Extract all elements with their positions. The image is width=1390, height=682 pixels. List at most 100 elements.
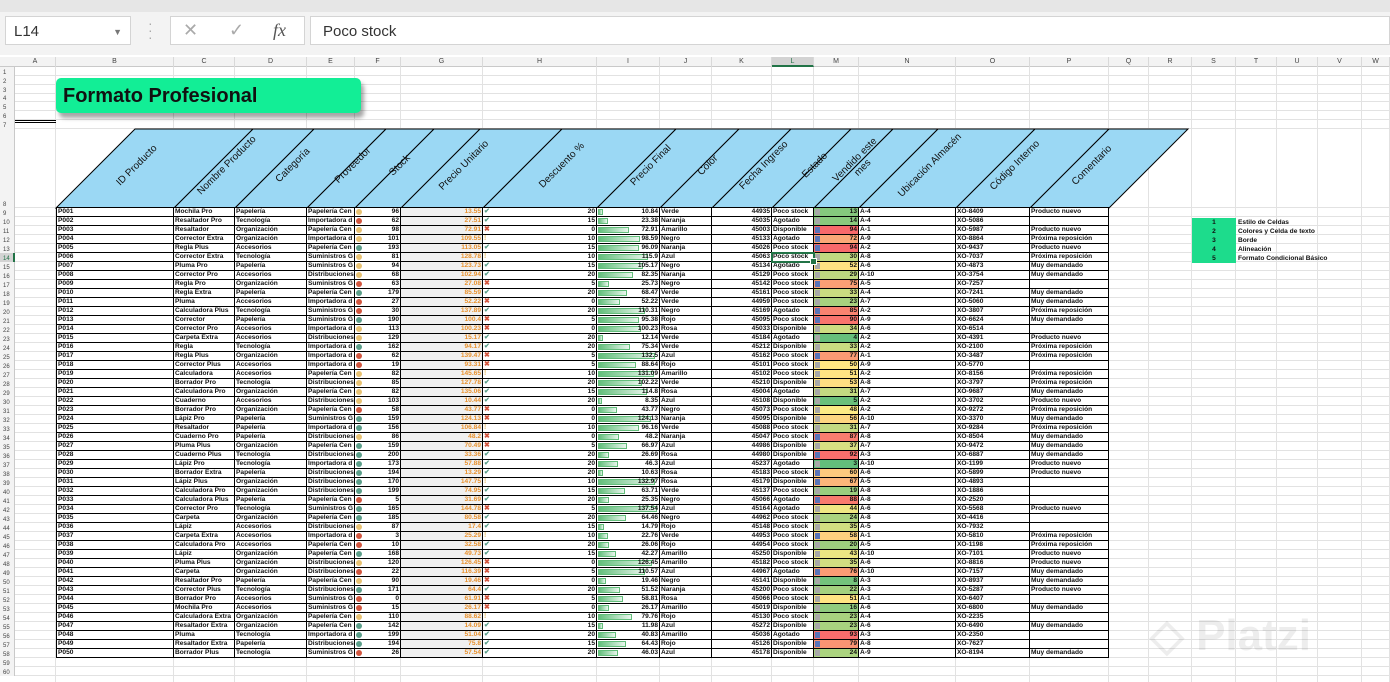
status-cell[interactable]: Agotado — [772, 217, 814, 226]
formula-input[interactable]: Poco stock — [310, 16, 1390, 45]
discount-cell[interactable]: ✖ 5 — [483, 352, 597, 361]
sold-this-month-cell[interactable]: 72 — [814, 235, 859, 244]
row-header-29[interactable]: 29 — [0, 388, 15, 397]
unit-price-cell[interactable]: 26.17 — [401, 604, 483, 613]
row-header-23[interactable]: 23 — [0, 334, 15, 343]
discount-cell[interactable]: ✖ 0 — [483, 415, 597, 424]
discount-cell[interactable]: ✖ 5 — [483, 505, 597, 514]
product-id-cell[interactable]: P034 — [56, 505, 174, 514]
sold-this-month-cell[interactable]: 92 — [814, 451, 859, 460]
unit-price-cell[interactable]: 109.55 — [401, 235, 483, 244]
discount-cell[interactable]: ✔ 15 — [483, 244, 597, 253]
comment-cell[interactable] — [1030, 514, 1109, 523]
product-id-cell[interactable]: P043 — [56, 586, 174, 595]
discount-cell[interactable]: ✔ 20 — [483, 207, 597, 217]
sold-this-month-cell[interactable]: 44 — [814, 505, 859, 514]
warehouse-location-cell[interactable]: A-6 — [859, 325, 956, 334]
comment-cell[interactable]: Próxima reposición — [1030, 343, 1109, 352]
row-header-39[interactable]: 39 — [0, 478, 15, 487]
column-header-B[interactable]: B — [56, 57, 174, 67]
sold-this-month-cell[interactable]: 75 — [814, 280, 859, 289]
stock-cell[interactable]: 96 — [355, 207, 401, 217]
comment-cell[interactable] — [1030, 217, 1109, 226]
name-box[interactable]: L14 ▼ — [5, 16, 131, 45]
status-cell[interactable]: Poco stock — [772, 541, 814, 550]
unit-price-cell[interactable]: 64.4 — [401, 586, 483, 595]
discount-cell[interactable]: ! 10 — [483, 532, 597, 541]
column-header-U[interactable]: U — [1277, 57, 1318, 67]
category-cell[interactable]: Tecnología — [235, 217, 307, 226]
unit-price-cell[interactable]: 128.78 — [401, 253, 483, 262]
product-id-cell[interactable]: P008 — [56, 271, 174, 280]
product-name-cell[interactable]: Mochila Pro — [174, 207, 235, 217]
supplier-cell[interactable]: Suministros G — [307, 415, 355, 424]
stock-cell[interactable]: 26 — [355, 649, 401, 658]
category-cell[interactable]: Organización — [235, 613, 307, 622]
internal-code-cell[interactable]: XO-4416 — [956, 514, 1030, 523]
comment-cell[interactable]: Próxima reposición — [1030, 352, 1109, 361]
stock-cell[interactable]: 62 — [355, 217, 401, 226]
product-name-cell[interactable]: Cuaderno Plus — [174, 451, 235, 460]
sold-this-month-cell[interactable]: 3 — [814, 460, 859, 469]
product-name-cell[interactable]: Corrector Extra — [174, 235, 235, 244]
internal-code-cell[interactable]: XO-9472 — [956, 442, 1030, 451]
internal-code-cell[interactable]: XO-3797 — [956, 379, 1030, 388]
final-price-cell[interactable]: 124.13 — [597, 415, 660, 424]
supplier-cell[interactable]: Distribuciones — [307, 379, 355, 388]
supplier-cell[interactable]: Suministros G — [307, 604, 355, 613]
comment-cell[interactable]: Muy demandado — [1030, 262, 1109, 271]
entry-date-cell[interactable]: 44980 — [712, 451, 772, 460]
internal-code-cell[interactable]: XO-2350 — [956, 631, 1030, 640]
comment-cell[interactable] — [1030, 487, 1109, 496]
entry-date-cell[interactable]: 45134 — [712, 262, 772, 271]
discount-cell[interactable]: ✔ 15 — [483, 622, 597, 631]
color-cell[interactable]: Azul — [660, 622, 712, 631]
internal-code-cell[interactable]: XO-6407 — [956, 595, 1030, 604]
entry-date-cell[interactable]: 45026 — [712, 244, 772, 253]
product-id-cell[interactable]: P050 — [56, 649, 174, 658]
color-cell[interactable]: Verde — [660, 298, 712, 307]
internal-code-cell[interactable]: XO-9272 — [956, 406, 1030, 415]
supplier-cell[interactable]: Papelería Cen — [307, 613, 355, 622]
product-name-cell[interactable]: Cuaderno Pro — [174, 433, 235, 442]
sold-this-month-cell[interactable]: 24 — [814, 514, 859, 523]
sold-this-month-cell[interactable]: 53 — [814, 379, 859, 388]
insert-function-icon[interactable]: fx — [273, 20, 286, 40]
selected-cell-L14[interactable] — [771, 252, 817, 265]
category-cell[interactable]: Tecnología — [235, 586, 307, 595]
internal-code-cell[interactable]: XO-8816 — [956, 559, 1030, 568]
status-cell[interactable]: Agotado — [772, 307, 814, 316]
product-name-cell[interactable]: Corrector Plus — [174, 361, 235, 370]
color-cell[interactable]: Rosa — [660, 595, 712, 604]
product-name-cell[interactable]: Corrector Extra — [174, 253, 235, 262]
stock-cell[interactable]: 194 — [355, 469, 401, 478]
status-cell[interactable]: Disponible — [772, 343, 814, 352]
unit-price-cell[interactable]: 57.54 — [401, 649, 483, 658]
supplier-cell[interactable]: Importadora d — [307, 352, 355, 361]
column-header-N[interactable]: N — [859, 57, 956, 67]
color-cell[interactable]: Rosa — [660, 478, 712, 487]
color-cell[interactable]: Azul — [660, 505, 712, 514]
supplier-cell[interactable]: Distribuciones — [307, 271, 355, 280]
comment-cell[interactable]: Producto nuevo — [1030, 505, 1109, 514]
final-price-cell[interactable]: 64.46 — [597, 514, 660, 523]
supplier-cell[interactable]: Suministros G — [307, 595, 355, 604]
comment-cell[interactable]: Próxima reposición — [1030, 532, 1109, 541]
discount-cell[interactable]: ✔ 20 — [483, 379, 597, 388]
warehouse-location-cell[interactable]: A-10 — [859, 271, 956, 280]
sold-this-month-cell[interactable]: 23 — [814, 622, 859, 631]
supplier-cell[interactable]: Suministros G — [307, 307, 355, 316]
product-name-cell[interactable]: Regla Extra — [174, 289, 235, 298]
internal-code-cell[interactable]: XO-7101 — [956, 550, 1030, 559]
comment-cell[interactable] — [1030, 640, 1109, 649]
row-header-48[interactable]: 48 — [0, 559, 15, 568]
product-name-cell[interactable]: Carpeta — [174, 568, 235, 577]
product-name-cell[interactable]: Carpeta Extra — [174, 532, 235, 541]
entry-date-cell[interactable]: 45210 — [712, 379, 772, 388]
unit-price-cell[interactable]: 144.78 — [401, 505, 483, 514]
category-cell[interactable]: Organización — [235, 352, 307, 361]
internal-code-cell[interactable]: XO-5899 — [956, 469, 1030, 478]
internal-code-cell[interactable]: XO-5810 — [956, 532, 1030, 541]
product-id-cell[interactable]: P030 — [56, 469, 174, 478]
product-id-cell[interactable]: P039 — [56, 550, 174, 559]
